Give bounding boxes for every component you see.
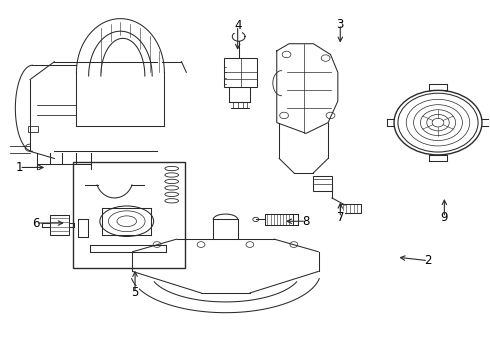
Text: 7: 7 [337,211,344,224]
Text: 5: 5 [131,287,139,300]
Bar [224,58,257,87]
Bar [265,214,293,225]
Bar [73,162,185,268]
Text: 6: 6 [32,216,40,230]
Bar [340,204,361,213]
Bar [27,126,38,132]
Text: 8: 8 [302,215,310,228]
Text: 9: 9 [441,211,448,224]
Bar [49,215,69,235]
Bar [314,176,332,191]
Text: 3: 3 [337,18,344,31]
Text: 1: 1 [16,161,23,174]
Text: 2: 2 [424,254,432,267]
Text: 4: 4 [234,19,242,32]
